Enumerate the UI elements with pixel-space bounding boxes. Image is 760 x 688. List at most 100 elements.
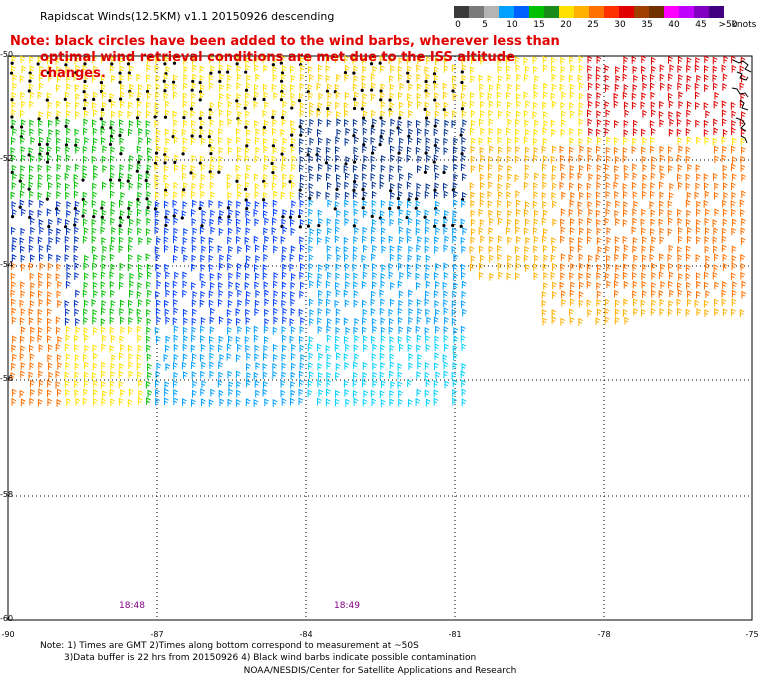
wind-barb bbox=[343, 317, 349, 326]
wind-barb bbox=[11, 344, 17, 353]
wind-barb bbox=[182, 92, 188, 101]
wind-barb bbox=[271, 227, 277, 235]
wind-barb bbox=[560, 65, 566, 74]
wind-barb bbox=[397, 182, 403, 191]
wind-barb bbox=[586, 272, 592, 281]
wind-barb bbox=[190, 110, 196, 118]
wind-barb bbox=[236, 200, 242, 209]
wind-barb bbox=[561, 91, 567, 100]
contamination-circle bbox=[306, 224, 311, 228]
wind-barb bbox=[623, 137, 628, 145]
wind-barb bbox=[390, 118, 396, 127]
wind-barb bbox=[470, 66, 475, 74]
wind-barb bbox=[498, 164, 504, 173]
wind-barb bbox=[678, 145, 684, 154]
wind-barb bbox=[732, 281, 737, 289]
wind-barb bbox=[595, 73, 601, 82]
wind-barb bbox=[299, 271, 305, 280]
wind-barb bbox=[677, 254, 683, 262]
wind-barb bbox=[407, 73, 413, 82]
wind-barb bbox=[380, 64, 385, 73]
wind-barb bbox=[325, 55, 331, 64]
wind-barb bbox=[37, 209, 43, 218]
wind-barb bbox=[668, 155, 673, 164]
wind-barb bbox=[452, 379, 458, 388]
wind-barb bbox=[723, 191, 729, 200]
wind-barb bbox=[443, 91, 448, 100]
wind-barb bbox=[74, 354, 80, 362]
wind-barb bbox=[227, 326, 232, 335]
wind-barb bbox=[192, 353, 197, 361]
wind-barb bbox=[48, 119, 53, 128]
wind-barb bbox=[165, 217, 171, 226]
wind-barb bbox=[344, 64, 350, 73]
wind-barb bbox=[640, 299, 646, 308]
wind-barb bbox=[291, 100, 297, 109]
wind-barb bbox=[101, 307, 106, 316]
wind-barb bbox=[712, 219, 718, 227]
wind-barb bbox=[542, 181, 548, 190]
wind-barb bbox=[613, 100, 619, 109]
wind-barb bbox=[453, 327, 459, 335]
wind-barb bbox=[479, 191, 485, 200]
wind-barb bbox=[282, 137, 288, 146]
wind-barb bbox=[93, 172, 98, 181]
wind-barb bbox=[227, 137, 233, 146]
wind-barb bbox=[109, 65, 115, 73]
wind-barb bbox=[111, 74, 116, 83]
wind-barb bbox=[154, 218, 160, 227]
wind-barb bbox=[226, 343, 232, 352]
wind-barb bbox=[415, 200, 421, 209]
wind-barb bbox=[334, 299, 340, 308]
wind-barb bbox=[677, 56, 683, 64]
contamination-circle bbox=[9, 71, 14, 75]
wind-barb bbox=[253, 173, 259, 182]
wind-barb bbox=[101, 155, 107, 164]
wind-barb bbox=[47, 145, 52, 154]
wind-barb bbox=[20, 129, 26, 137]
wind-barb bbox=[687, 226, 692, 235]
wind-barb bbox=[55, 57, 61, 65]
wind-barb bbox=[128, 316, 134, 325]
wind-barb bbox=[237, 325, 243, 334]
wind-barb bbox=[604, 164, 610, 172]
wind-barb bbox=[525, 146, 530, 155]
wind-barb bbox=[326, 379, 332, 388]
wind-barb bbox=[137, 84, 143, 92]
wind-barb bbox=[381, 119, 387, 128]
wind-barb bbox=[435, 200, 440, 209]
wind-barb bbox=[542, 127, 548, 136]
wind-barb bbox=[336, 253, 342, 262]
wind-barb bbox=[218, 371, 224, 380]
wind-barb bbox=[55, 380, 61, 389]
wind-barb bbox=[426, 56, 431, 64]
wind-barb bbox=[570, 281, 575, 290]
wind-barb bbox=[345, 398, 351, 407]
wind-barb bbox=[560, 101, 566, 110]
wind-barb bbox=[101, 200, 107, 209]
wind-barb bbox=[263, 336, 269, 344]
wind-barb bbox=[740, 155, 746, 164]
wind-barb bbox=[515, 128, 520, 137]
wind-barb bbox=[695, 219, 701, 227]
wind-barb bbox=[237, 110, 243, 119]
wind-barb bbox=[137, 281, 143, 290]
wind-barb bbox=[316, 82, 322, 91]
wind-barb bbox=[659, 73, 665, 82]
wind-barb bbox=[262, 388, 268, 397]
wind-barb bbox=[136, 145, 142, 154]
wind-barb bbox=[208, 128, 214, 137]
wind-barb bbox=[578, 109, 584, 118]
wind-barb bbox=[84, 272, 89, 281]
wind-barb bbox=[245, 217, 251, 226]
wind-barb bbox=[263, 281, 269, 290]
wind-barb bbox=[316, 109, 322, 118]
wind-barb bbox=[55, 129, 61, 137]
wind-barb bbox=[38, 298, 44, 307]
wind-barb bbox=[370, 335, 376, 344]
wind-barb bbox=[650, 209, 656, 218]
wind-barb bbox=[722, 145, 727, 154]
wind-barb bbox=[290, 119, 296, 128]
wind-barb bbox=[173, 181, 179, 190]
wind-barb bbox=[343, 353, 349, 361]
